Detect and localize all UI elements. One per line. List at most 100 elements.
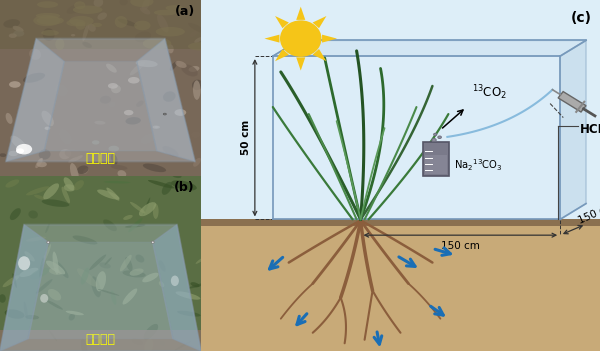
Ellipse shape bbox=[9, 33, 17, 38]
Ellipse shape bbox=[188, 23, 206, 34]
Ellipse shape bbox=[5, 113, 13, 124]
Ellipse shape bbox=[130, 269, 143, 276]
Ellipse shape bbox=[432, 139, 436, 141]
Ellipse shape bbox=[36, 13, 60, 19]
Ellipse shape bbox=[26, 186, 49, 196]
Ellipse shape bbox=[143, 164, 166, 172]
Ellipse shape bbox=[130, 202, 145, 213]
Ellipse shape bbox=[125, 117, 141, 125]
Ellipse shape bbox=[155, 27, 185, 37]
Ellipse shape bbox=[70, 163, 79, 183]
Ellipse shape bbox=[53, 251, 59, 274]
Ellipse shape bbox=[124, 110, 133, 115]
Ellipse shape bbox=[166, 5, 183, 11]
Ellipse shape bbox=[192, 80, 203, 90]
Ellipse shape bbox=[188, 66, 199, 72]
Ellipse shape bbox=[125, 224, 145, 228]
Text: (b): (b) bbox=[175, 181, 195, 194]
Ellipse shape bbox=[68, 313, 75, 320]
Ellipse shape bbox=[83, 168, 89, 174]
Ellipse shape bbox=[37, 1, 58, 8]
Polygon shape bbox=[0, 225, 48, 351]
Ellipse shape bbox=[130, 61, 145, 75]
Ellipse shape bbox=[23, 302, 28, 319]
Polygon shape bbox=[296, 57, 305, 71]
Ellipse shape bbox=[98, 289, 119, 296]
Ellipse shape bbox=[37, 161, 47, 167]
Ellipse shape bbox=[110, 165, 127, 170]
Ellipse shape bbox=[10, 135, 28, 151]
Ellipse shape bbox=[104, 181, 130, 184]
Ellipse shape bbox=[13, 273, 17, 288]
Ellipse shape bbox=[55, 38, 64, 50]
Ellipse shape bbox=[4, 19, 20, 28]
Ellipse shape bbox=[41, 111, 54, 126]
Ellipse shape bbox=[135, 32, 151, 42]
Ellipse shape bbox=[82, 23, 89, 41]
Text: (a): (a) bbox=[175, 5, 195, 18]
Ellipse shape bbox=[13, 26, 23, 32]
Ellipse shape bbox=[171, 276, 179, 286]
Ellipse shape bbox=[64, 184, 76, 191]
Ellipse shape bbox=[172, 174, 182, 178]
Ellipse shape bbox=[92, 140, 100, 145]
Ellipse shape bbox=[154, 10, 177, 15]
Ellipse shape bbox=[0, 294, 6, 303]
Ellipse shape bbox=[59, 129, 72, 145]
Text: 50 cm: 50 cm bbox=[241, 120, 251, 155]
Ellipse shape bbox=[46, 224, 50, 233]
Ellipse shape bbox=[43, 183, 59, 199]
Ellipse shape bbox=[157, 14, 169, 33]
Ellipse shape bbox=[159, 281, 164, 287]
Ellipse shape bbox=[111, 291, 116, 305]
Ellipse shape bbox=[16, 144, 32, 154]
Ellipse shape bbox=[59, 149, 71, 159]
Ellipse shape bbox=[163, 146, 179, 157]
Ellipse shape bbox=[5, 179, 19, 188]
Ellipse shape bbox=[152, 126, 158, 129]
Polygon shape bbox=[6, 39, 195, 161]
Ellipse shape bbox=[81, 338, 88, 351]
Ellipse shape bbox=[136, 100, 143, 107]
Ellipse shape bbox=[115, 16, 127, 28]
Ellipse shape bbox=[74, 1, 85, 9]
Polygon shape bbox=[44, 61, 157, 151]
Ellipse shape bbox=[71, 34, 75, 37]
Ellipse shape bbox=[145, 339, 153, 351]
Ellipse shape bbox=[143, 38, 172, 49]
Ellipse shape bbox=[10, 208, 21, 220]
Ellipse shape bbox=[25, 315, 39, 319]
Polygon shape bbox=[296, 7, 305, 20]
Ellipse shape bbox=[34, 15, 61, 26]
Ellipse shape bbox=[134, 21, 151, 30]
Ellipse shape bbox=[26, 237, 46, 241]
Polygon shape bbox=[137, 39, 195, 161]
Ellipse shape bbox=[91, 276, 101, 297]
Ellipse shape bbox=[88, 24, 96, 32]
Ellipse shape bbox=[41, 244, 51, 265]
Ellipse shape bbox=[96, 271, 106, 291]
Ellipse shape bbox=[64, 177, 74, 190]
Ellipse shape bbox=[43, 28, 55, 41]
Ellipse shape bbox=[196, 256, 206, 264]
Ellipse shape bbox=[13, 30, 25, 37]
Ellipse shape bbox=[177, 311, 200, 317]
Ellipse shape bbox=[81, 268, 89, 285]
Polygon shape bbox=[313, 49, 326, 61]
Ellipse shape bbox=[42, 199, 70, 207]
Ellipse shape bbox=[174, 340, 192, 351]
Ellipse shape bbox=[193, 158, 201, 167]
Ellipse shape bbox=[35, 158, 43, 168]
Ellipse shape bbox=[280, 20, 322, 57]
Ellipse shape bbox=[99, 263, 111, 269]
Text: 禁牧草地: 禁牧草地 bbox=[86, 333, 115, 346]
Ellipse shape bbox=[55, 261, 68, 278]
Ellipse shape bbox=[46, 260, 65, 274]
Ellipse shape bbox=[97, 13, 107, 20]
Polygon shape bbox=[275, 16, 289, 28]
Ellipse shape bbox=[162, 182, 172, 195]
Ellipse shape bbox=[67, 19, 85, 26]
Ellipse shape bbox=[142, 0, 150, 11]
Ellipse shape bbox=[5, 309, 25, 319]
Ellipse shape bbox=[73, 6, 103, 14]
